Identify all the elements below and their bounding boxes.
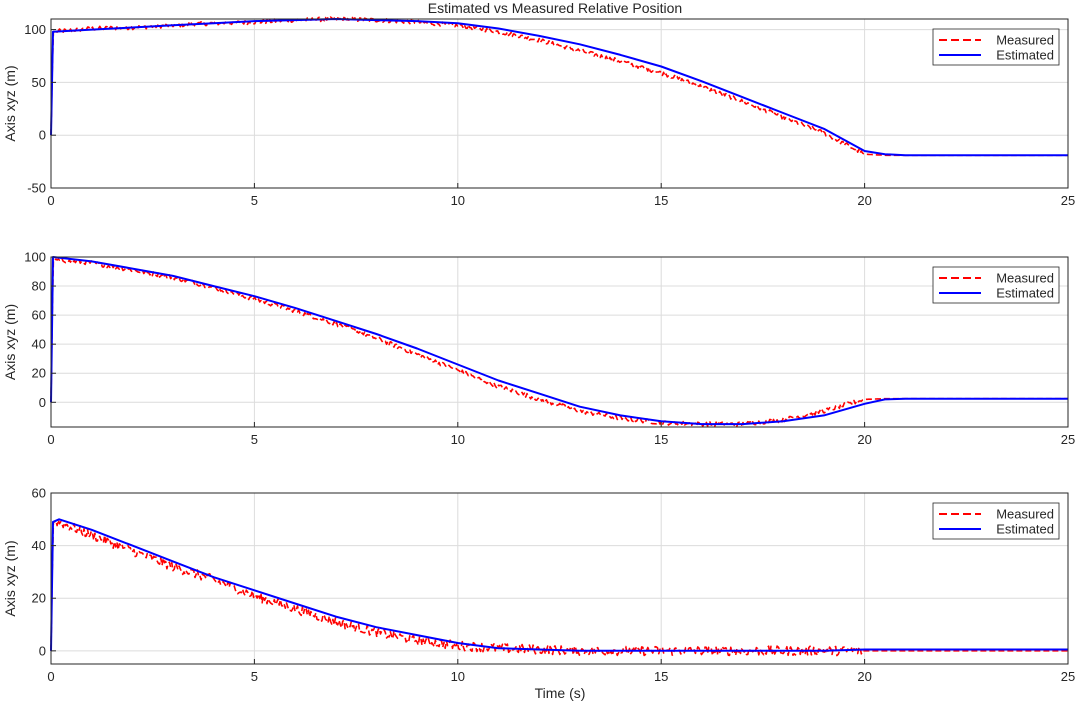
y-tick-label: 0	[39, 643, 46, 658]
series-line-estimated	[50, 256, 1068, 426]
y-axis-label: Axis xyz (m)	[2, 65, 18, 141]
x-tick-label: 5	[251, 669, 258, 684]
x-tick-label: 5	[251, 193, 258, 208]
x-tick-label: 25	[1061, 193, 1075, 208]
axes-box	[50, 18, 1069, 189]
x-tick-label: 20	[857, 669, 871, 684]
x-tick-label: 0	[47, 669, 54, 684]
x-tick-label: 5	[251, 432, 258, 447]
y-tick-label: -50	[27, 181, 46, 196]
x-tick-label: 0	[47, 193, 54, 208]
series-line-estimated	[50, 18, 1068, 157]
chart-title: Estimated vs Measured Relative Position	[428, 0, 682, 16]
y-axis-label: Axis xyz (m)	[2, 304, 18, 380]
y-tick-label: 80	[32, 279, 46, 294]
y-tick-label: 100	[24, 250, 46, 265]
legend-box	[932, 502, 1060, 540]
plot-area	[51, 493, 1068, 664]
axes-box	[50, 492, 1069, 665]
y-tick-label: 20	[32, 591, 46, 606]
legend-label-estimated: Estimated	[996, 286, 1054, 301]
legend-label-estimated: Estimated	[996, 48, 1054, 63]
y-axis-label: Axis xyz (m)	[2, 540, 18, 616]
y-tick-label: 0	[39, 395, 46, 410]
x-tick-label: 10	[451, 193, 465, 208]
x-axis-label: Time (s)	[535, 685, 586, 701]
y-tick-label: 100	[24, 22, 46, 37]
x-tick-label: 20	[857, 432, 871, 447]
legend-label-measured: Measured	[996, 33, 1054, 48]
x-tick-label: 10	[451, 669, 465, 684]
y-tick-label: 40	[32, 538, 46, 553]
subplot-3: 0 5 10 15 20 25 0 20 40 60 Axis xyz (m) MeasuredEst…	[2, 486, 1075, 685]
legend-label-estimated: Estimated	[996, 522, 1054, 537]
x-tick-label: 0	[47, 432, 54, 447]
axes-box	[50, 256, 1069, 428]
subplot-2: 0 5 10 15 20 25 0 20 40 60 80 100 Axis xyz (m) Measur…	[2, 250, 1075, 448]
plot-area	[51, 19, 1068, 188]
x-tick-label: 15	[654, 193, 668, 208]
x-tick-label: 15	[654, 669, 668, 684]
y-tick-label: 40	[32, 337, 46, 352]
series-line-estimated	[50, 518, 1068, 652]
x-tick-label: 25	[1061, 432, 1075, 447]
y-tick-label: 50	[32, 75, 46, 90]
x-tick-label: 20	[857, 193, 871, 208]
x-tick-label: 10	[451, 432, 465, 447]
y-tick-label: 60	[32, 308, 46, 323]
y-tick-label: 20	[32, 366, 46, 381]
x-tick-label: 25	[1061, 669, 1075, 684]
y-tick-label: 0	[39, 128, 46, 143]
y-tick-label: 60	[32, 486, 46, 501]
x-tick-label: 15	[654, 432, 668, 447]
plot-area	[51, 257, 1068, 427]
legend-label-measured: Measured	[996, 507, 1054, 522]
series-line-measured	[50, 519, 1068, 657]
legend-box	[932, 266, 1060, 304]
legend-box	[932, 28, 1060, 66]
legend-label-measured: Measured	[996, 271, 1054, 286]
